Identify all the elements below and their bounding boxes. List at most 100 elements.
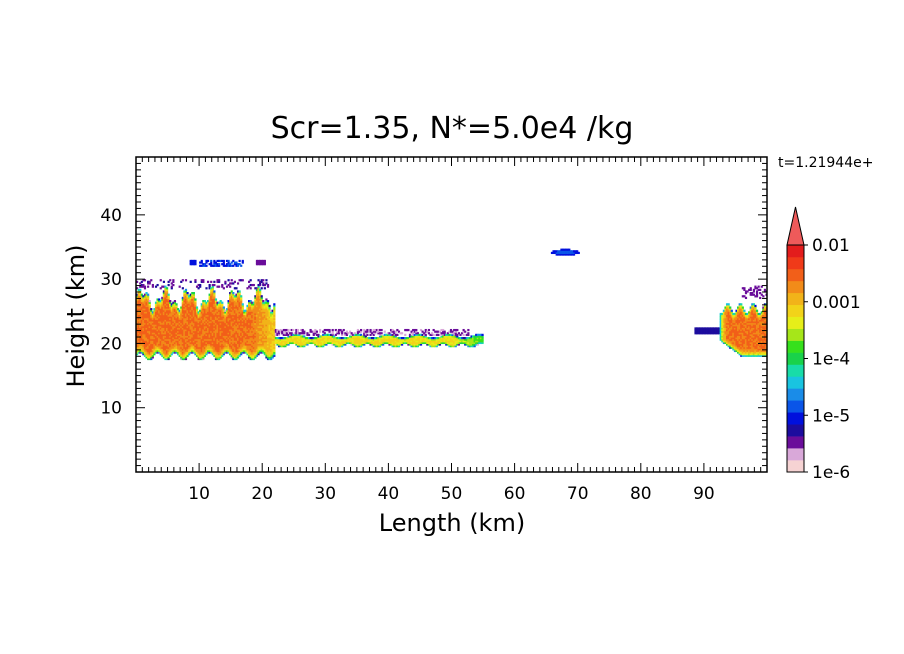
field-cell — [445, 333, 448, 336]
field-cell — [156, 324, 159, 327]
field-cell — [724, 333, 727, 336]
field-cell — [175, 328, 178, 332]
field-cell — [738, 320, 741, 324]
field-cell — [382, 341, 385, 345]
field-cell — [186, 327, 189, 330]
field-cell — [371, 340, 374, 343]
field-cell — [263, 332, 266, 335]
field-cell — [383, 338, 386, 341]
field-cell — [221, 319, 224, 322]
field-cell — [462, 330, 465, 333]
field-cell — [142, 301, 145, 304]
field-cell — [476, 341, 479, 345]
field-cell — [232, 306, 235, 309]
field-cell — [356, 341, 360, 345]
field-cell — [255, 312, 259, 316]
field-cell — [240, 333, 243, 336]
field-cell — [216, 338, 219, 341]
field-cell — [306, 332, 309, 335]
field-cell — [249, 332, 252, 335]
field-cell — [211, 341, 214, 345]
field-cell — [170, 348, 173, 351]
field-cell — [199, 319, 202, 322]
field-cell — [192, 333, 195, 336]
field-cell — [154, 301, 158, 304]
field-cell — [140, 311, 143, 314]
field-cell — [188, 330, 191, 333]
field-cell — [137, 309, 140, 312]
field-cell — [195, 316, 199, 319]
field-cell — [137, 325, 140, 328]
field-cell — [290, 335, 293, 338]
field-cell — [194, 263, 197, 266]
field-cell — [737, 306, 740, 309]
field-cell — [236, 346, 240, 349]
field-cell — [216, 356, 219, 359]
field-cell — [210, 351, 213, 354]
field-cell — [175, 332, 178, 335]
field-cell — [180, 311, 183, 314]
field-cell — [284, 337, 287, 340]
field-cell — [314, 332, 317, 335]
field-cell — [191, 263, 194, 266]
field-cell — [569, 253, 572, 256]
field-cell — [410, 337, 413, 340]
field-cell — [154, 340, 158, 343]
field-cell — [159, 330, 162, 333]
field-cell — [214, 311, 218, 314]
field-cell — [232, 320, 235, 324]
field-cell — [208, 319, 211, 322]
field-cell — [227, 259, 230, 263]
field-cell — [737, 343, 740, 346]
field-cell — [191, 320, 194, 324]
field-cell — [169, 324, 172, 327]
field-cell — [412, 343, 415, 346]
field-cell — [437, 337, 440, 340]
field-cell — [197, 327, 200, 330]
field-cell — [139, 328, 142, 332]
field-cell — [238, 279, 241, 282]
field-cell — [183, 292, 186, 295]
field-cell — [257, 300, 260, 303]
field-cell — [222, 314, 225, 317]
field-cell — [236, 335, 240, 338]
field-cell — [142, 316, 145, 319]
field-cell — [257, 292, 260, 295]
field-cell — [159, 322, 162, 325]
field-cell — [265, 319, 268, 322]
field-cell — [137, 304, 140, 308]
field-cell — [136, 328, 139, 332]
field-cell — [200, 306, 203, 309]
field-cell — [334, 340, 337, 343]
field-cell — [475, 333, 478, 336]
field-cell — [301, 328, 304, 332]
field-cell — [252, 306, 255, 309]
field-cell — [183, 290, 186, 293]
field-cell — [195, 332, 199, 335]
field-cell — [214, 357, 218, 361]
field-cell — [229, 337, 232, 340]
field-cell — [191, 346, 194, 349]
field-cell — [566, 251, 569, 255]
field-cell — [331, 343, 334, 346]
field-cell — [192, 300, 195, 303]
field-cell — [424, 340, 427, 343]
field-cell — [181, 332, 184, 335]
field-cell — [419, 337, 423, 340]
field-cell — [183, 330, 186, 333]
field-cell — [218, 311, 221, 314]
field-cell — [738, 317, 741, 320]
field-cell — [401, 332, 404, 335]
field-cell — [246, 346, 249, 349]
field-cell — [746, 341, 749, 345]
field-cell — [235, 308, 238, 311]
field-cell — [191, 308, 194, 311]
field-cell — [423, 341, 426, 345]
field-cell — [167, 349, 170, 353]
field-cell — [434, 341, 437, 345]
field-cell — [236, 330, 240, 333]
field-cell — [268, 319, 271, 322]
field-cell — [137, 322, 140, 325]
field-cell — [161, 311, 164, 314]
field-cell — [222, 328, 225, 332]
